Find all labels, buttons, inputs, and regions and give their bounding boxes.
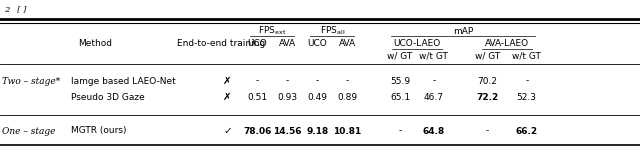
Text: 0.93: 0.93 bbox=[277, 93, 298, 101]
Text: mAP: mAP bbox=[453, 26, 474, 35]
Text: FPS$_{\mathrm{ext}}$: FPS$_{\mathrm{ext}}$ bbox=[258, 25, 287, 37]
Text: 72.2: 72.2 bbox=[477, 93, 499, 101]
Text: -: - bbox=[316, 76, 319, 86]
Text: -: - bbox=[346, 76, 349, 86]
Text: w/ GT: w/ GT bbox=[387, 52, 413, 60]
Text: w/ GT: w/ GT bbox=[475, 52, 500, 60]
Text: UCO: UCO bbox=[308, 39, 327, 49]
Text: 14.56: 14.56 bbox=[273, 127, 301, 136]
Text: AVA-LAEO: AVA-LAEO bbox=[485, 39, 529, 49]
Text: Pseudo 3D Gaze: Pseudo 3D Gaze bbox=[71, 93, 145, 101]
Text: -: - bbox=[255, 76, 259, 86]
Text: w/t GT: w/t GT bbox=[419, 52, 449, 60]
Text: 0.49: 0.49 bbox=[307, 93, 328, 101]
Text: 46.7: 46.7 bbox=[424, 93, 444, 101]
Text: w/t GT: w/t GT bbox=[512, 52, 541, 60]
Text: 0.51: 0.51 bbox=[247, 93, 268, 101]
Text: -: - bbox=[525, 76, 529, 86]
Text: 0.89: 0.89 bbox=[337, 93, 358, 101]
Text: Method: Method bbox=[77, 39, 112, 49]
Text: FPS$_{\mathrm{all}}$: FPS$_{\mathrm{all}}$ bbox=[320, 25, 345, 37]
Text: ✗: ✗ bbox=[223, 92, 232, 102]
Text: 10.81: 10.81 bbox=[333, 127, 362, 136]
Text: End-to-end training: End-to-end training bbox=[177, 39, 265, 49]
Text: -: - bbox=[285, 76, 289, 86]
Text: 52.3: 52.3 bbox=[516, 93, 537, 101]
Text: 2   [ ]: 2 [ ] bbox=[4, 5, 26, 13]
Text: 65.1: 65.1 bbox=[390, 93, 410, 101]
Text: 64.8: 64.8 bbox=[423, 127, 445, 136]
Text: 70.2: 70.2 bbox=[477, 76, 498, 86]
Text: 78.06: 78.06 bbox=[243, 127, 271, 136]
Text: Two – stage*: Two – stage* bbox=[2, 76, 60, 86]
Text: One – stage: One – stage bbox=[2, 127, 56, 136]
Text: ✗: ✗ bbox=[223, 76, 232, 86]
Text: 55.9: 55.9 bbox=[390, 76, 410, 86]
Text: -: - bbox=[432, 76, 436, 86]
Text: AVA: AVA bbox=[339, 39, 356, 49]
Text: 66.2: 66.2 bbox=[516, 127, 538, 136]
Text: UCO: UCO bbox=[248, 39, 267, 49]
Text: UCO-LAEO: UCO-LAEO bbox=[394, 39, 440, 49]
Text: 9.18: 9.18 bbox=[307, 127, 328, 136]
Text: ✓: ✓ bbox=[223, 126, 232, 136]
Text: AVA: AVA bbox=[279, 39, 296, 49]
Text: -: - bbox=[398, 127, 402, 136]
Text: Iamge based LAEO-Net: Iamge based LAEO-Net bbox=[71, 76, 176, 86]
Text: -: - bbox=[486, 127, 490, 136]
Text: MGTR (ours): MGTR (ours) bbox=[71, 127, 127, 136]
